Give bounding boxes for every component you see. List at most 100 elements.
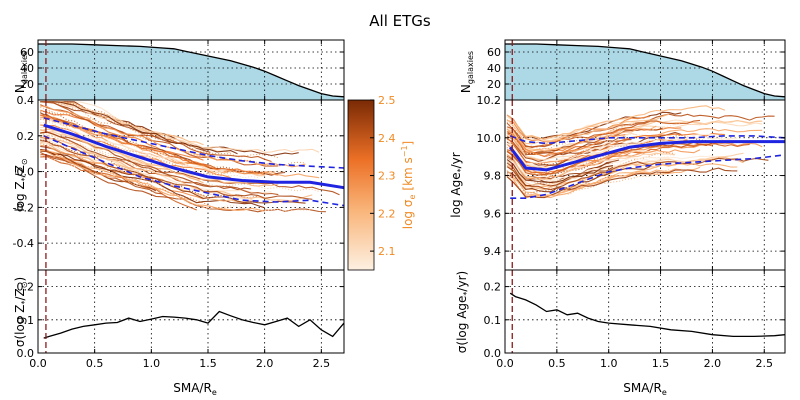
left-xlabel: SMA/Re	[173, 381, 217, 397]
x-tick-label: 0.0	[496, 357, 514, 370]
right-top-ylabel: Ngalaxies	[459, 51, 475, 93]
galaxy-profile	[506, 115, 651, 143]
galaxy-profile	[506, 136, 626, 156]
y-tick-label: 9.4	[484, 245, 502, 258]
x-tick-label: 2.0	[704, 357, 722, 370]
y-tick-label: 0.0	[17, 166, 35, 179]
y-tick-label: -0.4	[13, 237, 34, 250]
galaxy-profile	[506, 111, 682, 141]
galaxy-profile	[40, 140, 313, 200]
mean-line	[43, 123, 345, 190]
x-tick-label: 1.0	[600, 357, 618, 370]
scatter-line	[43, 310, 345, 339]
quartile-line	[509, 135, 786, 145]
galaxy-profile	[40, 154, 313, 213]
galaxy-profile	[506, 162, 614, 187]
y-tick-label: 10.2	[477, 94, 502, 107]
x-tick-label: 1.0	[143, 357, 161, 370]
galaxy-profile	[40, 136, 313, 202]
galaxy-profile	[506, 133, 738, 165]
y-tick-label: 9.8	[484, 170, 502, 183]
figure-title: All ETGs	[369, 12, 431, 30]
galaxy-profile	[506, 139, 651, 169]
galaxy-profile	[40, 116, 320, 179]
galaxy-profile	[40, 101, 204, 146]
galaxy-profile	[506, 141, 719, 176]
x-tick-label: 0.0	[29, 357, 47, 370]
left-middle-panel: 0.4 0.2 0.0 -0.2 -0.4 log Z*/Z⊙	[13, 94, 345, 271]
y-tick-label: 40	[20, 62, 34, 75]
y-tick-label: 10.0	[477, 132, 502, 145]
x-tick-label: 2.5	[756, 357, 774, 370]
left-top-ylabel: Ngalaxies	[13, 51, 29, 93]
galaxy-profile	[40, 101, 279, 159]
left-bottom-panel: 0.0 0.1 0.2 0.0 0.5 1.0 1.5 2.0 2.5 σ(log Z*/Z⊙)	[13, 269, 345, 370]
colorbar-label: log σe[km s−1]	[400, 141, 417, 230]
galaxy-profile	[506, 130, 626, 157]
galaxy-profile	[40, 109, 204, 161]
x-tick-label: 1.5	[199, 357, 217, 370]
galaxy-profile	[506, 125, 657, 152]
galaxy-profile	[40, 117, 224, 173]
galaxy-profile	[40, 154, 231, 209]
mean-line	[508, 140, 785, 172]
y-tick-label: 0.0	[484, 347, 502, 360]
galaxy-profile	[506, 157, 769, 191]
y-tick-label: 0.2	[17, 130, 35, 143]
left-middle-ylabel: log Z*/Z⊙	[13, 158, 29, 211]
y-tick-label: 60	[487, 46, 501, 59]
galaxy-profile	[40, 145, 306, 204]
y-tick-label: 9.6	[484, 207, 502, 220]
galaxy-profile	[40, 156, 197, 211]
galaxy-profile	[40, 149, 265, 212]
galaxy-profile	[40, 115, 279, 176]
y-tick-label: -0.2	[13, 201, 34, 214]
quartile-line	[43, 117, 345, 169]
right-middle-ylabel: log Age*/yr	[449, 152, 465, 217]
colorbar-tick-label: 2.1	[378, 245, 396, 258]
colorbar-tick-label: 2.2	[378, 207, 396, 220]
galaxy-profile	[506, 105, 726, 140]
scatter-line	[509, 292, 786, 338]
right-bottom-panel: 0.0 0.1 0.2 0.0 0.5 1.0 1.5 2.0 2.5 σ(log Age*/y…	[455, 269, 786, 370]
galaxy-profile	[506, 167, 738, 199]
colorbar-tick-label: 2.4	[378, 132, 396, 145]
galaxy-profile	[506, 151, 676, 185]
x-tick-label: 2.5	[313, 357, 331, 370]
galaxy-profile	[506, 113, 670, 146]
galaxy-profile	[40, 128, 279, 187]
galaxy-profile	[506, 132, 725, 164]
x-tick-label: 0.5	[86, 357, 104, 370]
y-tick-label: 0.1	[17, 314, 35, 327]
y-tick-label: 0.4	[17, 94, 35, 107]
colorbar: 2.1 2.2 2.3 2.4 2.5 log σe[km s−1]	[347, 94, 417, 271]
x-tick-label: 1.5	[652, 357, 670, 370]
quartile-line	[43, 135, 345, 207]
galaxy-profile	[506, 168, 682, 199]
y-tick-label: 0.2	[17, 281, 35, 294]
axes-frame	[504, 269, 786, 354]
galaxy-profile	[506, 132, 638, 161]
colorbar-tick-label: 2.3	[378, 170, 396, 183]
galaxy-profile	[40, 131, 252, 191]
x-tick-label: 2.0	[256, 357, 274, 370]
quartile-line	[510, 154, 786, 199]
galaxy-profile	[506, 159, 613, 183]
galaxy-profile	[506, 169, 670, 199]
axes-frame	[37, 99, 345, 271]
right-bottom-ylabel: σ(log Age*/yr)	[455, 271, 471, 353]
y-tick-label: 0.2	[484, 281, 502, 294]
galaxy-profile	[506, 134, 707, 166]
y-tick-label: 20	[487, 78, 501, 91]
left-bottom-ylabel: σ(log Z*/Z⊙)	[13, 277, 29, 347]
galaxy-profile	[506, 163, 738, 197]
galaxy-profile	[506, 120, 763, 151]
colorbar-gradient	[347, 99, 375, 271]
right-middle-panel: 10.2 10.0 9.8 9.6 9.4 log Age*/yr	[449, 94, 786, 271]
galaxy-profile	[40, 117, 286, 175]
galaxy-profile	[506, 152, 676, 181]
galaxy-profile	[506, 113, 775, 148]
galaxy-profile	[506, 149, 701, 180]
left-top-panel: 20 40 60 Ngalaxies	[13, 39, 345, 101]
